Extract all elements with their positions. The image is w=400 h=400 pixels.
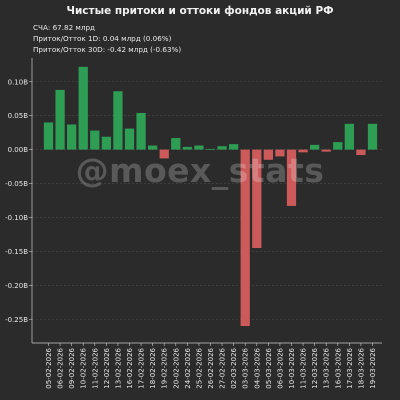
bar-09-02-2026 (67, 124, 77, 150)
bar-06-03-2026 (275, 149, 285, 157)
bar-12-03-2026 (310, 144, 320, 150)
bar-16-02-2026 (124, 128, 135, 150)
bar-03-03-2026 (240, 149, 250, 327)
y-tick-label: 0.05B (8, 112, 29, 120)
x-tick-label: 06-02-2026 (57, 347, 65, 388)
y-tick-label: -0.10B (5, 214, 28, 222)
bar-25-02-2026 (194, 145, 204, 150)
watermark: @moex_stats (75, 151, 325, 190)
bar-04-03-2026 (252, 149, 262, 248)
flow-1d-text: Приток/Отток 1D: 0.04 млрд (0.06%) (33, 34, 172, 43)
bar-11-03-2026 (298, 149, 308, 153)
x-tick-label: 24-02-2026 (184, 347, 192, 388)
x-tick-label: 17-03-2026 (346, 347, 354, 388)
bar-19-02-2026 (159, 149, 169, 159)
bar-13-03-2026 (321, 149, 331, 152)
bar-05-03-2026 (263, 149, 273, 160)
y-tick-label: -0.05B (5, 180, 28, 188)
x-tick-label: 18-02-2026 (149, 347, 157, 388)
x-tick-label: 19-02-2026 (161, 347, 169, 388)
x-tick-label: 04-03-2026 (253, 347, 261, 388)
x-tick-label: 16-02-2026 (126, 347, 134, 388)
y-tick-label: -0.15B (5, 248, 28, 256)
x-tick-label: 25-02-2026 (195, 347, 203, 388)
bar-16-03-2026 (333, 142, 343, 150)
bar-10-02-2026 (78, 66, 88, 150)
x-tick-label: 13-02-2026 (114, 347, 122, 388)
x-tick-label: 06-03-2026 (276, 347, 284, 388)
bar-20-02-2026 (171, 138, 181, 150)
x-tick-label: 10-02-2026 (80, 347, 88, 388)
bar-13-02-2026 (113, 91, 123, 150)
bar-11-02-2026 (90, 130, 100, 150)
x-tick-label: 10-03-2026 (288, 347, 296, 388)
bar-18-02-2026 (148, 145, 158, 150)
x-tick-label: 13-03-2026 (323, 347, 331, 388)
flow-30d-text: Приток/Отток 30D: -0.42 млрд (-0.63%) (33, 45, 182, 54)
y-tick-label: -0.25B (5, 316, 28, 324)
x-tick-label: 19-03-2026 (369, 347, 377, 388)
x-tick-label: 05-03-2026 (265, 347, 273, 388)
bar-18-03-2026 (356, 149, 366, 156)
x-tick-label: 03-03-2026 (242, 347, 250, 388)
bar-19-03-2026 (367, 123, 378, 150)
bar-17-03-2026 (344, 123, 354, 150)
x-tick-label: 27-02-2026 (219, 347, 227, 388)
chart-title: Чистые притоки и оттоки фондов акций РФ (66, 5, 334, 17)
x-tick-label: 16-03-2026 (334, 347, 342, 388)
x-tick-label: 09-02-2026 (68, 347, 76, 388)
bar-24-02-2026 (182, 146, 192, 150)
x-tick-label: 02-03-2026 (230, 347, 238, 388)
bar-05-02-2026 (43, 122, 54, 150)
bar-10-03-2026 (286, 149, 297, 206)
bar-02-03-2026 (229, 144, 239, 150)
x-tick-label: 17-02-2026 (138, 347, 146, 388)
x-tick-label: 11-03-2026 (300, 347, 308, 388)
x-tick-label: 26-02-2026 (207, 347, 215, 388)
bar-12-02-2026 (101, 136, 111, 150)
bar-06-02-2026 (55, 89, 65, 150)
aum-text: СЧА: 67.82 млрд (33, 23, 95, 32)
y-tick-label: 0.10B (8, 78, 29, 86)
x-tick-label: 11-02-2026 (91, 347, 99, 388)
x-tick-label: 05-02-2026 (45, 347, 53, 388)
x-tick-label: 18-03-2026 (357, 347, 365, 388)
x-tick-label: 12-03-2026 (311, 347, 319, 388)
bar-17-02-2026 (136, 112, 146, 150)
x-tick-label: 12-02-2026 (103, 347, 111, 388)
y-tick-label: -0.20B (5, 282, 28, 290)
x-tick-label: 20-02-2026 (172, 347, 180, 388)
bar-26-02-2026 (205, 148, 216, 150)
y-tick-label: 0.00B (8, 146, 29, 154)
bar-27-02-2026 (217, 146, 227, 150)
